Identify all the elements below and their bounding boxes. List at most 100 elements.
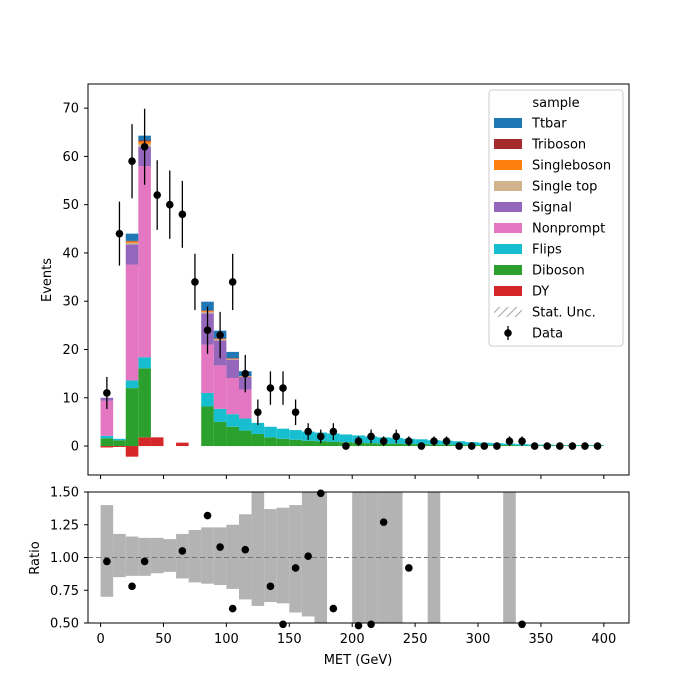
data-point [279, 384, 287, 392]
data-point [140, 142, 149, 151]
data-markers [103, 108, 602, 450]
band-bin [352, 492, 365, 623]
band-bin [226, 524, 239, 589]
ratio-point [128, 582, 136, 591]
bar-flips [100, 435, 114, 439]
ratio-x-ticks: 0 50 100 150 200 250 300 350 400 [96, 623, 616, 647]
bar-diboson [364, 443, 378, 447]
ratio-point [103, 557, 111, 566]
data-point [430, 437, 438, 446]
data-point [367, 432, 375, 441]
band-bin [150, 537, 164, 574]
data-point [392, 432, 401, 441]
band-bin [100, 505, 114, 597]
ratio-point [367, 620, 375, 629]
bar-nonprompt [125, 264, 139, 381]
data-point [405, 437, 413, 446]
legend-swatch-single-top [494, 181, 522, 191]
band-bin [213, 527, 227, 586]
ratio-point [518, 620, 526, 629]
legend-label: Data [532, 327, 563, 342]
bar-signal [226, 359, 239, 378]
ratio-point [379, 518, 388, 526]
legend-label: Signal [532, 201, 572, 216]
ratio-point [354, 621, 363, 630]
legend-swatch-stat-unc [494, 307, 522, 317]
ratio-y-tick-label: 0.50 [50, 617, 79, 632]
data-point [530, 442, 539, 450]
ratio-point [291, 564, 300, 572]
ratio-point [140, 557, 149, 566]
bar-diboson [201, 406, 214, 447]
ratio-point [329, 604, 338, 613]
ratio-x-tick-label: 150 [277, 632, 302, 647]
legend-swatch-dy [494, 286, 522, 296]
data-point [153, 191, 161, 199]
y-tick-label: 50 [62, 198, 79, 213]
data-point [178, 210, 187, 219]
data-point [480, 442, 489, 450]
data-point [329, 427, 338, 436]
bar-diboson [238, 430, 252, 447]
data-point [203, 326, 212, 334]
data-point [216, 331, 224, 339]
legend-label: Stat. Unc. [532, 306, 596, 321]
ratio-y-tick-label: 1.00 [50, 551, 79, 566]
bar-dy [138, 437, 151, 447]
legend-swatch-ttbar [494, 118, 522, 128]
ratio-y-tick-label: 1.25 [50, 518, 79, 533]
bar-triboson [226, 358, 239, 359]
band-bin [377, 492, 390, 623]
ratio-y-axis-label: Ratio [28, 541, 43, 574]
bar-flips [289, 430, 302, 440]
bar-signal [125, 244, 139, 265]
bar-diboson [125, 388, 139, 447]
bar-single-top [226, 359, 239, 360]
legend: sample Ttbar Triboson Singleboson Single top… [488, 89, 624, 347]
data-point [455, 442, 463, 450]
y-tick-label: 60 [62, 150, 79, 165]
bar-flips [339, 434, 353, 443]
bar-diboson [289, 439, 302, 447]
bar-diboson [327, 441, 340, 447]
ratio-x-tick-label: 0 [96, 632, 104, 647]
bar-ttbar [125, 233, 139, 241]
bar-flips [201, 392, 214, 407]
main-x-ticks [100, 475, 605, 479]
bar-nonprompt [226, 377, 239, 415]
ratio-markers [103, 489, 526, 630]
data-point [518, 437, 526, 446]
data-point [316, 432, 325, 441]
bar-flips [226, 414, 239, 427]
band-bin [264, 509, 277, 603]
bar-flips [125, 380, 139, 389]
ratio-x-tick-label: 300 [466, 632, 491, 647]
band-bin [238, 514, 252, 600]
legend-box [488, 89, 624, 347]
main-y-axis-label: Events [40, 258, 55, 302]
bar-flips [264, 426, 277, 438]
ratio-point [304, 552, 312, 560]
ratio-x-tick-label: 50 [155, 632, 172, 647]
bar-diboson [213, 421, 227, 447]
ratio-x-tick-label: 350 [529, 632, 554, 647]
legend-swatch-nonprompt [494, 223, 522, 233]
y-tick-label: 10 [62, 391, 79, 406]
data-point [191, 278, 199, 286]
data-point [593, 442, 602, 450]
bar-diboson [138, 368, 151, 438]
bar-dy [150, 437, 164, 447]
bar-diboson [389, 443, 403, 447]
y-tick-label: 0 [71, 440, 79, 455]
data-point [291, 408, 300, 417]
bar-flips [238, 418, 252, 431]
band-bin [251, 492, 265, 606]
ratio-point [228, 604, 237, 613]
bar-triboson [125, 240, 139, 242]
data-point [467, 442, 476, 450]
bar-diboson [276, 438, 290, 447]
data-point [115, 229, 124, 238]
band-bin [138, 537, 151, 576]
legend-swatch-flips [494, 244, 522, 254]
